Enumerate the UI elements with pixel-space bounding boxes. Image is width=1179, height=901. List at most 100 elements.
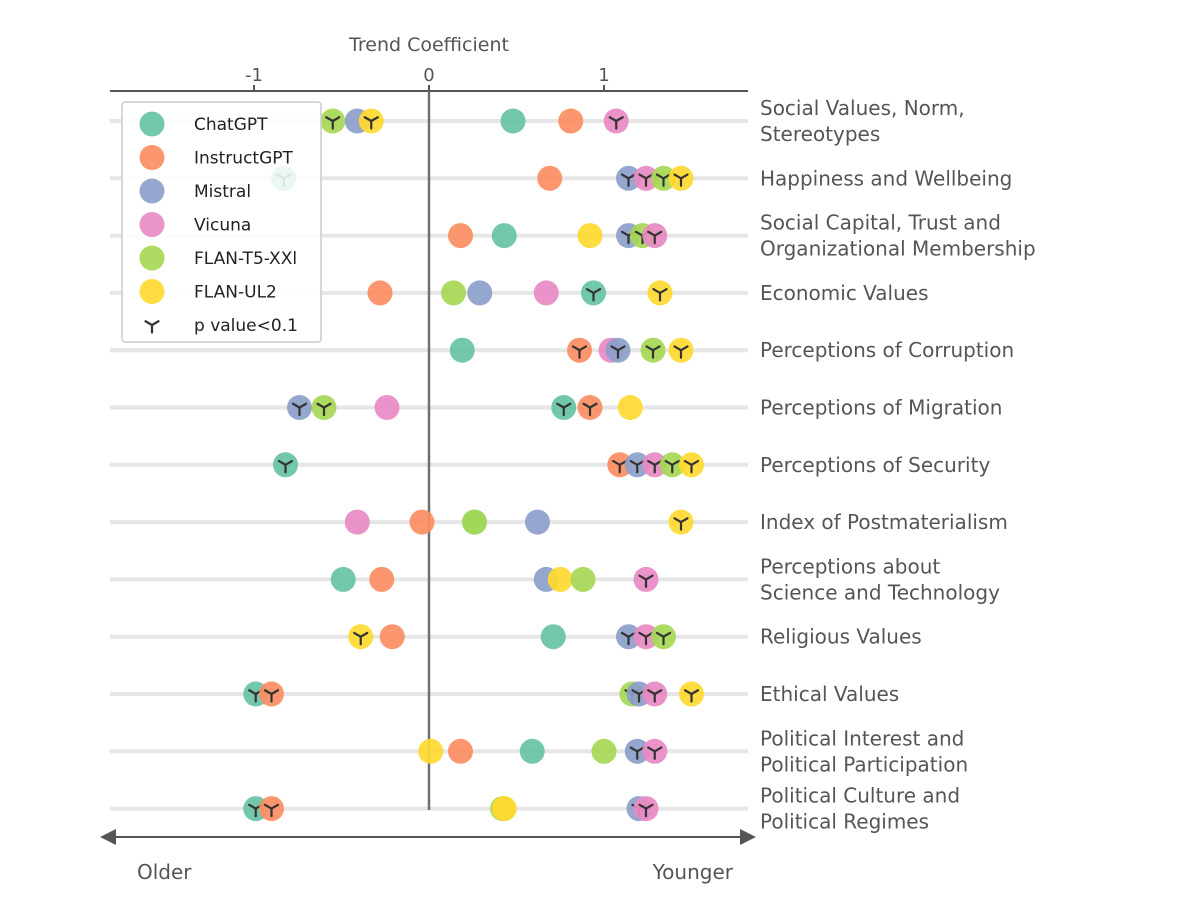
point-marker [374,395,400,420]
younger-direction-label: Younger [652,860,734,884]
point-flan-ul2 [617,395,643,420]
significance-marker [291,402,308,417]
significance-marker [645,345,661,359]
data-points [243,108,704,822]
legend-label: FLAN-T5-XXl [194,249,297,269]
point-chatgpt [491,223,517,249]
legend-entry-significance: p value<0.1 [144,316,298,336]
significance-marker [683,689,700,703]
point-instructgpt [448,738,473,764]
point-flan-t5-xxl [320,108,346,134]
point-marker [558,108,584,134]
category-label: Organizational Membership [760,237,1036,261]
significance-marker [683,459,700,474]
x-tick-label: 1 [598,65,609,86]
legend-label: FLAN-UL2 [194,283,277,303]
significance-marker [652,288,668,302]
point-mistral [624,738,650,764]
significance-marker [673,173,689,187]
x-tick-label: -1 [245,65,263,86]
point-marker [591,738,617,764]
category-label: Political Participation [760,752,968,776]
significance-marker [638,803,654,818]
category-label: Political Interest and [760,726,964,750]
point-marker [467,280,493,306]
significance-marker [647,689,663,703]
point-marker [570,566,596,592]
point-marker [369,566,395,592]
point-chatgpt [581,280,606,306]
point-flan-t5-xxl [462,509,487,535]
point-flan-ul2 [358,108,384,134]
point-flan-t5-xxl [651,624,676,650]
arrow-right-head [740,829,756,845]
point-mistral [467,280,493,306]
point-flan-t5-xxl [311,395,337,420]
category-label: Science and Technology [760,580,1000,604]
legend-entry-instructgpt: InstructGPT [139,145,294,170]
significance-marker [263,689,280,703]
point-instructgpt [567,337,592,363]
category-label: Index of Postmaterialism [760,510,1008,534]
point-marker [525,509,550,535]
point-mistral [605,337,631,363]
legend-box [121,101,322,343]
point-instructgpt [448,223,473,249]
significance-marker [263,803,280,818]
point-vicuna [642,681,668,707]
point-mistral [287,395,312,420]
point-instructgpt [379,624,405,650]
point-chatgpt [519,738,545,764]
point-vicuna [633,566,659,592]
point-marker [344,509,370,535]
point-marker [441,280,466,306]
point-marker [519,738,545,764]
point-flan-t5-xxl [640,337,666,363]
point-marker [379,624,405,650]
point-flan-t5-xxl [570,566,596,592]
legend-swatch [139,212,165,237]
significance-marker [353,631,369,646]
point-marker [540,624,566,650]
legend-label: Mistral [194,182,251,202]
point-vicuna [374,395,400,420]
significance-marker [638,574,654,589]
legend-label: Vicuna [194,216,251,236]
point-flan-ul2 [679,681,704,707]
point-flan-ul2 [547,566,573,592]
direction-arrow [100,829,756,845]
point-vicuna [344,509,370,535]
point-mistral [616,624,641,650]
x-tick-label: 0 [423,65,434,86]
point-instructgpt [558,108,584,134]
point-vicuna [533,280,559,306]
legend-label: p value<0.1 [194,316,298,336]
point-marker [617,395,643,420]
legend-entry-mistral: Mistral [139,178,251,204]
older-direction-label: Older [137,860,192,884]
category-label: Stereotypes [760,122,880,146]
point-flan-ul2 [679,452,704,478]
point-flan-t5-xxl [651,165,676,191]
point-marker [491,796,517,822]
category-label: Political Culture and [760,784,960,808]
point-instructgpt [409,509,435,535]
significance-marker [363,116,379,130]
significance-marker [582,402,598,417]
point-marker [577,223,603,249]
significance-marker [664,459,680,474]
point-flan-ul2 [668,165,694,191]
point-vicuna [633,624,659,650]
significance-marker [585,288,602,302]
significance-marker [608,116,624,130]
point-vicuna [642,738,668,764]
point-marker [409,509,435,535]
point-marker [448,738,473,764]
legend-swatch [139,145,165,170]
point-flan-t5-xxl [591,738,617,764]
significance-marker [571,345,588,359]
category-label: Political Regimes [760,810,929,834]
legend-entry-flan-ul2: FLAN-UL2 [139,279,277,304]
point-chatgpt [540,624,566,650]
